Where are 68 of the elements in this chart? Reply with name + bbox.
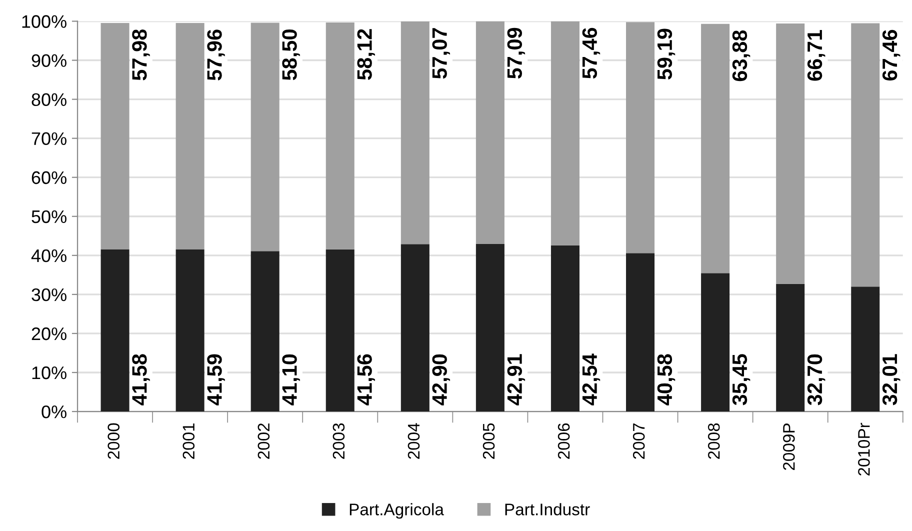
data-label: 32,01 [882, 354, 900, 406]
y-tick-label: 70% [32, 132, 66, 146]
data-label: 41,10 [282, 354, 300, 406]
data-label: 41,56 [357, 354, 375, 406]
legend-label: Part.Agricola [350, 503, 444, 519]
bar [100, 249, 130, 412]
legend-label: Part.Industr [505, 503, 590, 516]
bar [326, 22, 354, 250]
data-label: 59,19 [657, 28, 676, 80]
data-label: 58,50 [282, 30, 300, 80]
x-tick-label: 2001 [182, 423, 195, 459]
bar [176, 22, 204, 250]
data-label: 67,46 [882, 30, 900, 81]
x-tick-label: 2009P [783, 424, 795, 470]
y-tick-label: 50% [32, 210, 66, 224]
bar [476, 244, 504, 412]
data-label: 32,70 [807, 354, 826, 406]
data-label: 40,58 [657, 354, 676, 406]
data-label: 63,88 [732, 30, 750, 82]
data-label: 57,07 [432, 28, 450, 79]
bar [550, 246, 580, 412]
bar [400, 244, 430, 412]
bar [176, 249, 204, 412]
y-tick-label: 90% [32, 54, 66, 67]
bar [776, 24, 805, 284]
x-tick-label: 2006 [558, 423, 570, 459]
y-tick-label: 30% [32, 288, 66, 302]
bar [250, 22, 280, 252]
y-tick-label: 80% [32, 93, 66, 106]
bar [626, 253, 655, 412]
data-label: 35,45 [732, 354, 750, 406]
bar [250, 251, 280, 412]
data-label: 42,90 [432, 354, 450, 406]
x-tick-label: 2008 [708, 423, 720, 459]
bar [626, 22, 655, 254]
data-label: 57,46 [582, 28, 600, 79]
y-tick-label: 20% [32, 327, 66, 340]
data-label: 66,71 [807, 30, 826, 81]
bar [400, 21, 430, 244]
x-tick-label: 2007 [632, 423, 645, 459]
y-tick-label: 100% [22, 15, 66, 28]
data-label: 41,59 [207, 354, 225, 406]
x-tick-label: 2005 [482, 423, 495, 459]
bar [100, 22, 130, 250]
data-label: 57,98 [132, 29, 150, 80]
x-tick-label: 2000 [108, 423, 120, 459]
bar [326, 249, 354, 412]
y-tick-label: 10% [32, 366, 66, 380]
bar [476, 21, 504, 244]
y-tick-label: 40% [31, 249, 66, 262]
x-tick-label: 2002 [258, 423, 270, 459]
bar [851, 23, 880, 287]
data-label: 42,91 [507, 354, 526, 406]
data-label: 58,12 [357, 29, 375, 80]
x-tick-label: 2010Pr [858, 422, 870, 476]
y-tick-label: 60% [32, 171, 66, 184]
x-tick-label: 2003 [332, 423, 345, 459]
data-label: 42,54 [582, 354, 600, 406]
y-tick-label: 0% [42, 405, 66, 418]
bar [701, 273, 730, 412]
bar [701, 24, 730, 274]
bar [776, 284, 805, 412]
x-tick-label: 2004 [408, 423, 420, 459]
bar [851, 286, 880, 412]
data-label: 57,09 [507, 28, 526, 79]
data-label: 57,96 [207, 30, 225, 80]
bar [550, 21, 580, 246]
data-label: 41,58 [132, 354, 150, 406]
